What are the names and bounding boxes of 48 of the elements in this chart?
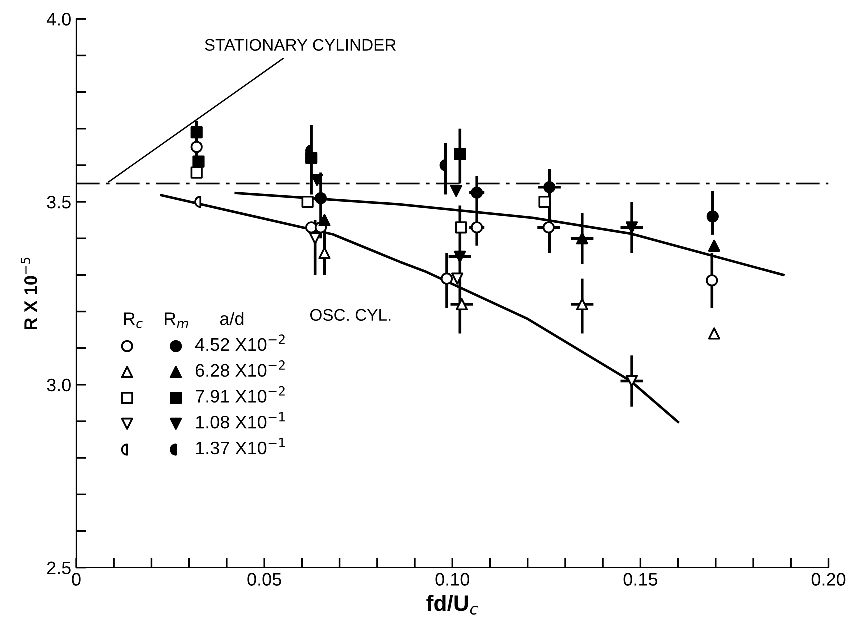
y-tick-label: 4.0 bbox=[46, 13, 71, 26]
legend-label: 6.28 X10$^{−2}$ bbox=[196, 360, 285, 378]
point bbox=[708, 328, 720, 340]
point bbox=[318, 214, 331, 226]
legend-label: 1.08 X10$^{−1}$ bbox=[196, 412, 285, 429]
point bbox=[309, 232, 322, 245]
x-tick-label: 0 bbox=[72, 573, 81, 586]
point bbox=[706, 210, 719, 223]
point bbox=[706, 274, 718, 287]
y-tick-label: 2.5 bbox=[47, 562, 71, 575]
legend-label: 7.91 X10$^{−2}$ bbox=[196, 386, 285, 403]
point bbox=[314, 192, 328, 204]
point bbox=[471, 222, 484, 234]
point bbox=[538, 196, 551, 208]
legend-label: 4.52 X10$^{−2}$ bbox=[195, 334, 285, 352]
point bbox=[626, 222, 638, 234]
point bbox=[190, 141, 203, 154]
point bbox=[708, 240, 720, 252]
point bbox=[302, 196, 314, 208]
point bbox=[455, 222, 468, 234]
x-axis-title: fd/U$_{c}$ bbox=[426, 594, 478, 615]
point bbox=[456, 298, 468, 311]
point bbox=[471, 186, 484, 199]
x-tick-label: 0.10 bbox=[436, 573, 470, 586]
x-tick-label: 0.15 bbox=[624, 573, 658, 586]
ref-line-label: STATIONARY CYLINDER bbox=[205, 39, 396, 52]
point bbox=[440, 272, 454, 285]
y-tick-label: 3.0 bbox=[47, 378, 71, 392]
point bbox=[544, 181, 556, 194]
legend-label: 1.37 X10$^{−1}$ bbox=[196, 438, 285, 455]
x-tick-label: 0.20 bbox=[812, 573, 846, 586]
point bbox=[192, 156, 205, 168]
point bbox=[576, 232, 588, 245]
y-axis-title: R X 10$^{−5}$ bbox=[20, 258, 38, 330]
x-tick-label: 0.05 bbox=[248, 573, 282, 586]
point bbox=[190, 166, 203, 179]
annotation: OSC. CYL. bbox=[310, 309, 391, 322]
point bbox=[451, 272, 464, 285]
y-tick-label: 3.5 bbox=[47, 196, 71, 209]
point bbox=[454, 250, 466, 263]
point bbox=[576, 298, 588, 311]
point bbox=[542, 222, 555, 234]
point bbox=[311, 174, 324, 186]
point bbox=[454, 148, 466, 161]
text: R$_{c}$ R$_{m}$ a/d bbox=[124, 312, 244, 328]
point bbox=[318, 247, 331, 260]
point bbox=[190, 126, 203, 139]
point bbox=[450, 185, 462, 198]
